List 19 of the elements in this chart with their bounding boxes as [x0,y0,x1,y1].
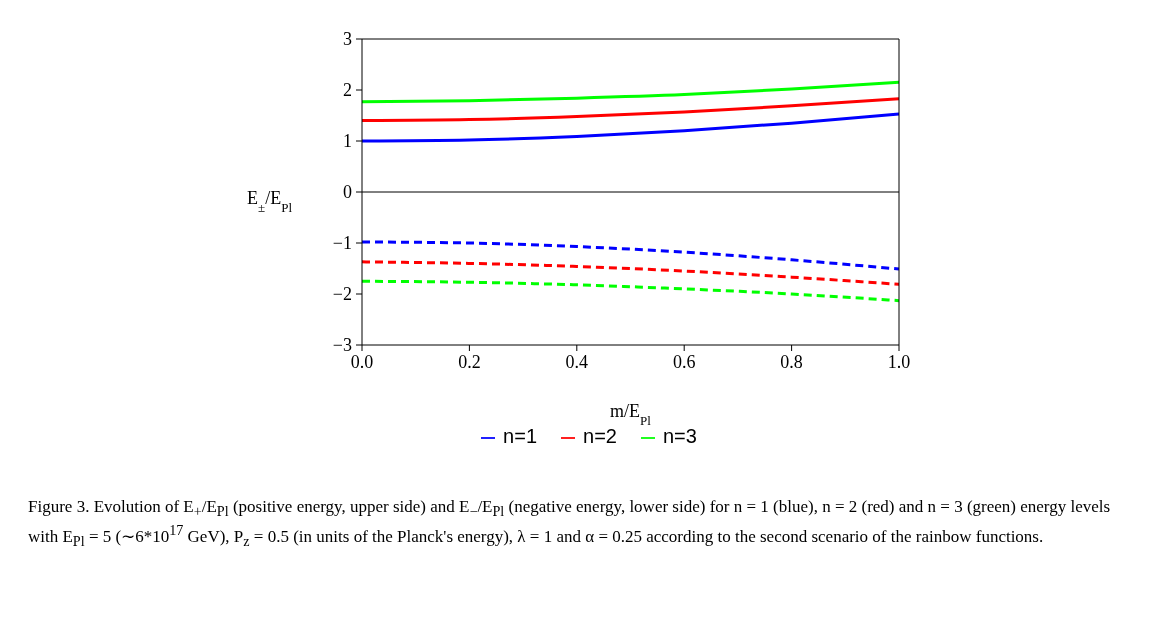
y-tick-label: 3 [343,29,352,50]
y-tick-label: −2 [332,284,352,305]
text: Figure 3. Evolution of E$_{+}$/E$_{Pl}$ (positive energy, upper side) and E$_{−}$/E$_{Pl}$ (negative energy, lower side) for n = 1 (blue), n = 2 (red) and n = 3 (green) energy levels with E$_{Pl}$ = 5 (∼6*10$^{17}$ GeV), P$_{z}$ = 0.5 (in units of the Planck's energy), λ = 1 and α = 0.25 according to the second scenario of the rainbow functions. [28,497,1111,549]
y-tick-label: −3 [332,335,352,356]
y-tick-label: 2 [343,80,352,101]
x-axis-title: m/E$_{Pl}$ [610,401,652,428]
legend-label: n=1 [503,425,538,447]
y-tick-label: 1 [343,131,352,152]
x-tick-label: 0.4 [565,351,589,372]
legend-label: n=2 [583,425,617,447]
x-tick-label: 1.0 [887,351,911,372]
y-axis-title: E$_{±}$/E$_{Pl}$ [247,188,293,215]
x-tick-label: 0.8 [780,351,803,372]
x-tick-label: 0.0 [350,351,374,372]
legend-label: n=3 [662,425,697,447]
y-tick-label: 0 [343,182,352,203]
y-tick-label: −1 [332,233,352,254]
x-tick-label: 0.2 [458,351,481,372]
x-tick-label: 0.6 [672,351,696,372]
